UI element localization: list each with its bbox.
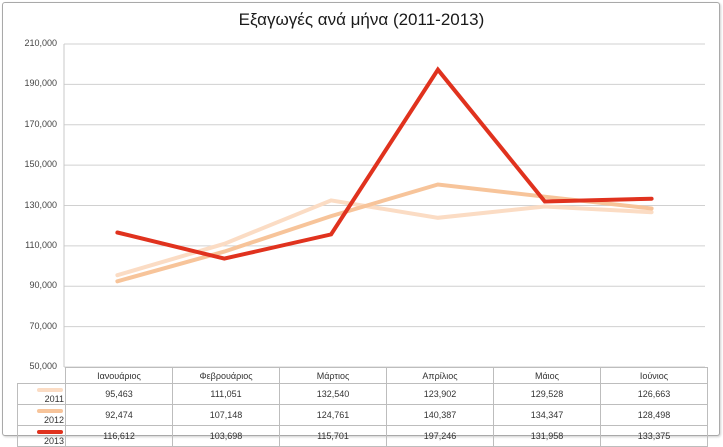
table-row-2013: 2013 116,612 103,698 115,701 197,246 131… bbox=[17, 425, 708, 447]
legend-swatch-icon bbox=[37, 387, 63, 392]
y-tick-label: 50,000 bbox=[29, 361, 57, 371]
legend-entry-2012: 2012 bbox=[17, 404, 66, 426]
category-label: Απρίλιος bbox=[386, 367, 494, 384]
y-tick-label: 90,000 bbox=[29, 280, 57, 291]
data-table-header: Ιανουάριος Φεβρουάριος Μάρτιος Απρίλιος … bbox=[17, 367, 708, 384]
chart-frame bbox=[2, 2, 720, 436]
series-line-2012 bbox=[115, 182, 654, 284]
y-tick-label: 150,000 bbox=[24, 159, 57, 170]
y-tick-label: 190,000 bbox=[24, 78, 57, 89]
y-tick-label: 170,000 bbox=[24, 118, 57, 129]
category-label: Μάιος bbox=[493, 367, 601, 384]
table-row-2011: 2011 95,463 111,051 132,540 123,902 129,… bbox=[17, 383, 708, 405]
chart-title: Εξαγωγές ανά μήνα (2011-2013) bbox=[238, 10, 485, 29]
legend-swatch-icon bbox=[37, 429, 63, 434]
category-label: Ιανουάριος bbox=[65, 367, 173, 384]
table-row-2012: 2012 92,474 107,148 124,761 140,387 134,… bbox=[17, 404, 708, 426]
category-label: Μάρτιος bbox=[279, 367, 387, 384]
y-tick-label: 110,000 bbox=[25, 239, 57, 250]
y-tick-label: 210,000 bbox=[24, 38, 57, 48]
legend-entry-2013: 2013 bbox=[17, 425, 66, 447]
series-line-2011 bbox=[115, 198, 654, 278]
category-label: Ιούνιος bbox=[600, 367, 708, 384]
category-label: Φεβρουάριος bbox=[172, 367, 280, 384]
y-tick-label: 130,000 bbox=[24, 199, 57, 210]
series-line-2013 bbox=[115, 66, 654, 261]
data-table: Ιανουάριος Φεβρουάριος Μάρτιος Απρίλιος … bbox=[17, 367, 708, 447]
y-tick-label: 70,000 bbox=[29, 320, 57, 331]
legend-swatch-icon bbox=[37, 408, 63, 413]
legend-entry-2011: 2011 bbox=[17, 383, 66, 405]
